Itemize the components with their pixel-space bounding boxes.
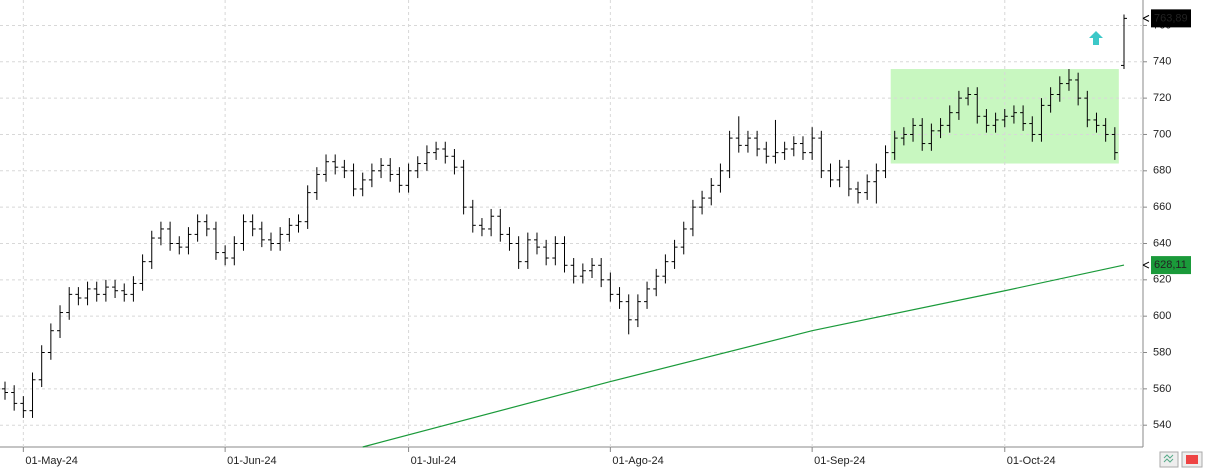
y-tick-label: 540 (1153, 419, 1171, 431)
x-tick-label: 01-Sep-24 (814, 455, 865, 467)
last-price-pointer (1142, 14, 1150, 22)
x-tick-label: 01-May-24 (25, 455, 78, 467)
zoom-button[interactable] (1159, 451, 1179, 468)
last-price-label: 763,89 (1154, 12, 1188, 24)
settings-icon (1186, 455, 1198, 464)
x-tick-label: 01-Jul-24 (411, 455, 457, 467)
y-tick-label: 740 (1153, 56, 1171, 68)
y-tick-label: 560 (1153, 383, 1171, 395)
y-tick-label: 620 (1153, 274, 1171, 286)
y-tick-label: 680 (1153, 165, 1171, 177)
up-arrow (1089, 31, 1103, 45)
y-tick-label: 660 (1153, 201, 1171, 213)
y-tick-label: 580 (1153, 346, 1171, 358)
x-tick-label: 01-Jun-24 (227, 455, 277, 467)
ma-price-label: 628,11 (1154, 259, 1187, 271)
y-tick-label: 700 (1153, 128, 1171, 140)
y-tick-label: 600 (1153, 310, 1171, 322)
x-tick-label: 01-Ago-24 (612, 455, 663, 467)
last-price-box (1151, 9, 1191, 28)
ma-price-box (1151, 256, 1191, 275)
x-tick-label: 01-Oct-24 (1007, 455, 1056, 467)
y-tick-label: 640 (1153, 237, 1171, 249)
moving-average (362, 264, 1125, 448)
y-tick-label: 720 (1153, 92, 1171, 104)
ma-price-pointer (1142, 261, 1150, 269)
zoom-icon (1163, 454, 1174, 463)
